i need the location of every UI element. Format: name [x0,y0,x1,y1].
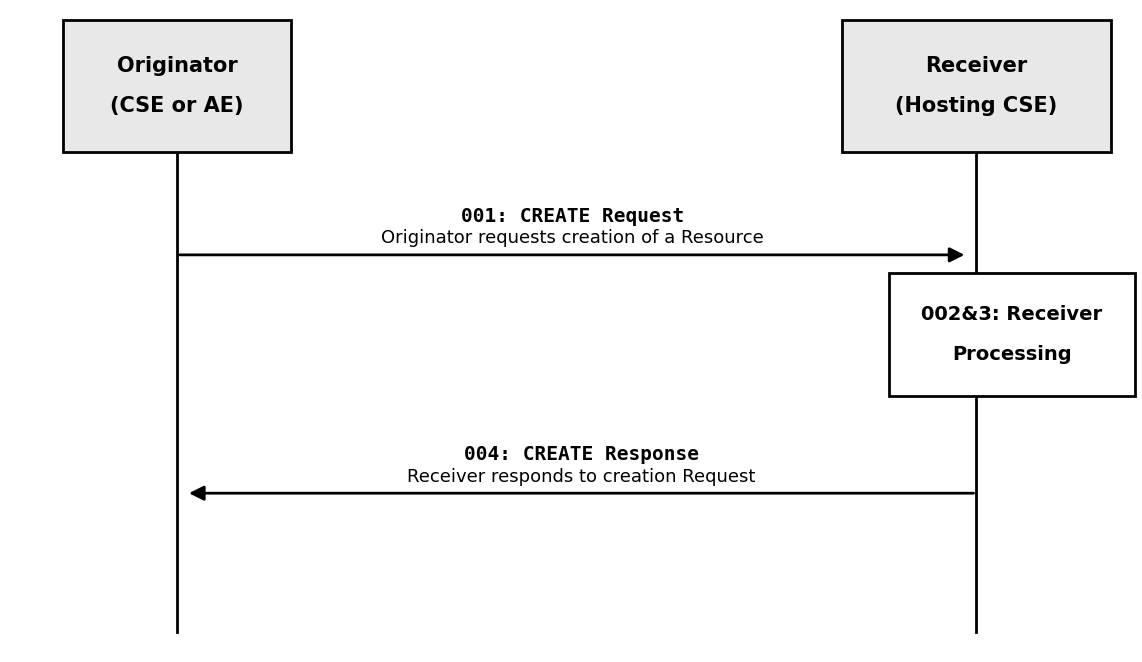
FancyBboxPatch shape [843,20,1110,152]
Text: (Hosting CSE): (Hosting CSE) [895,96,1057,116]
FancyBboxPatch shape [888,273,1135,396]
Text: Originator: Originator [116,56,238,76]
Text: Processing: Processing [952,345,1071,363]
Text: (CSE or AE): (CSE or AE) [111,96,243,116]
FancyBboxPatch shape [63,20,291,152]
Text: 002&3: Receiver: 002&3: Receiver [922,305,1102,324]
Text: Receiver: Receiver [925,56,1028,76]
Text: 001: CREATE Request: 001: CREATE Request [460,207,684,226]
Text: 004: CREATE Response: 004: CREATE Response [464,446,699,464]
Text: Originator requests creation of a Resource: Originator requests creation of a Resour… [380,229,764,248]
Text: Receiver responds to creation Request: Receiver responds to creation Request [407,467,756,486]
